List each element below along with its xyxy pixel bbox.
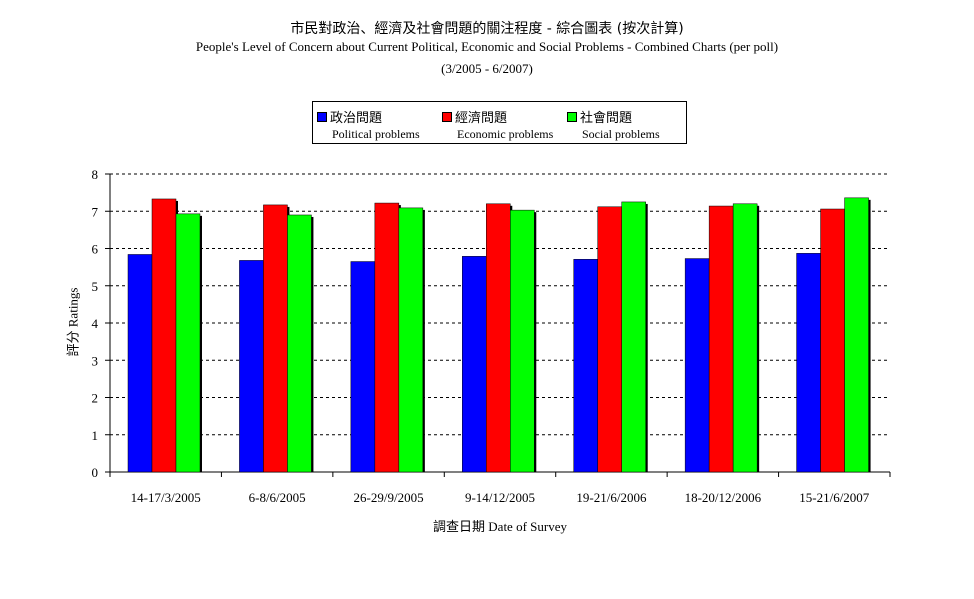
y-tick-label: 2 [92, 391, 99, 406]
bar [350, 261, 376, 473]
y-tick-label: 0 [92, 465, 99, 480]
bar [621, 201, 646, 473]
legend-label-political-zh: 政治問題 [330, 111, 383, 126]
y-axis-title: 評分 Ratings [63, 288, 82, 357]
legend-item-social: 社會問題 Social problems [563, 106, 688, 142]
bar [732, 203, 758, 473]
legend-swatch-social [567, 112, 577, 122]
x-tick-label: 14-17/3/2005 [131, 490, 201, 505]
bar [175, 213, 201, 473]
y-axis-title-zh: 評分 [66, 330, 82, 357]
bar [796, 253, 821, 473]
bar [820, 208, 845, 473]
y-axis-title-en: Ratings [65, 287, 81, 328]
bar [510, 209, 535, 473]
legend: 政治問題 Political problems 經濟問題 Economic pr… [312, 101, 687, 144]
bar [263, 204, 288, 473]
bar [462, 256, 487, 473]
x-tick-label: 18-20/12/2006 [685, 490, 762, 505]
y-tick-label: 4 [92, 316, 99, 331]
y-tick-label: 3 [92, 353, 99, 368]
chart-title-chinese: 市民對政治、經濟及社會問題的關注程度 - 綜合圖表 (按次計算) [290, 21, 684, 37]
bar [374, 202, 400, 473]
bar [287, 214, 312, 473]
x-tick-label: 26-29/9/2005 [354, 490, 424, 505]
y-tick-label: 8 [92, 167, 99, 182]
y-tick-label: 5 [92, 279, 99, 294]
legend-swatch-economic [442, 112, 452, 122]
x-tick-label: 9-14/12/2005 [465, 490, 535, 505]
bar [127, 254, 153, 473]
legend-item-economic: 經濟問題 Economic problems [438, 106, 563, 142]
x-axis-title: 調查日期 Date of Survey [0, 516, 974, 535]
bar [708, 205, 734, 473]
y-tick-label: 7 [92, 204, 99, 219]
legend-label-social-zh: 社會問題 [580, 111, 633, 126]
bar [684, 258, 710, 473]
bar [844, 197, 869, 473]
legend-swatch-political [317, 112, 327, 122]
x-tick-label: 6-8/6/2005 [249, 490, 306, 505]
bar [486, 203, 511, 473]
legend-item-political: 政治問題 Political problems [313, 106, 438, 142]
legend-label-economic-zh: 經濟問題 [455, 111, 508, 126]
chart-period: (3/2005 - 6/2007) [441, 61, 533, 76]
bar [239, 260, 264, 473]
legend-label-social-en: Social problems [582, 127, 660, 141]
bar [597, 206, 622, 473]
y-tick-label: 6 [92, 242, 99, 257]
chart-title-english: People's Level of Concern about Current … [195, 39, 779, 54]
bar [151, 198, 177, 473]
y-tick-label: 1 [92, 428, 99, 443]
bar [573, 259, 598, 473]
bar [398, 207, 424, 473]
x-axis-title-en: Date of Survey [488, 519, 567, 534]
x-tick-label: 15-21/6/2007 [799, 490, 870, 505]
legend-label-economic-en: Economic problems [457, 127, 554, 141]
legend-label-political-en: Political problems [332, 127, 420, 141]
x-axis-title-zh: 調查日期 [433, 520, 486, 535]
x-tick-label: 19-21/6/2006 [576, 490, 647, 505]
